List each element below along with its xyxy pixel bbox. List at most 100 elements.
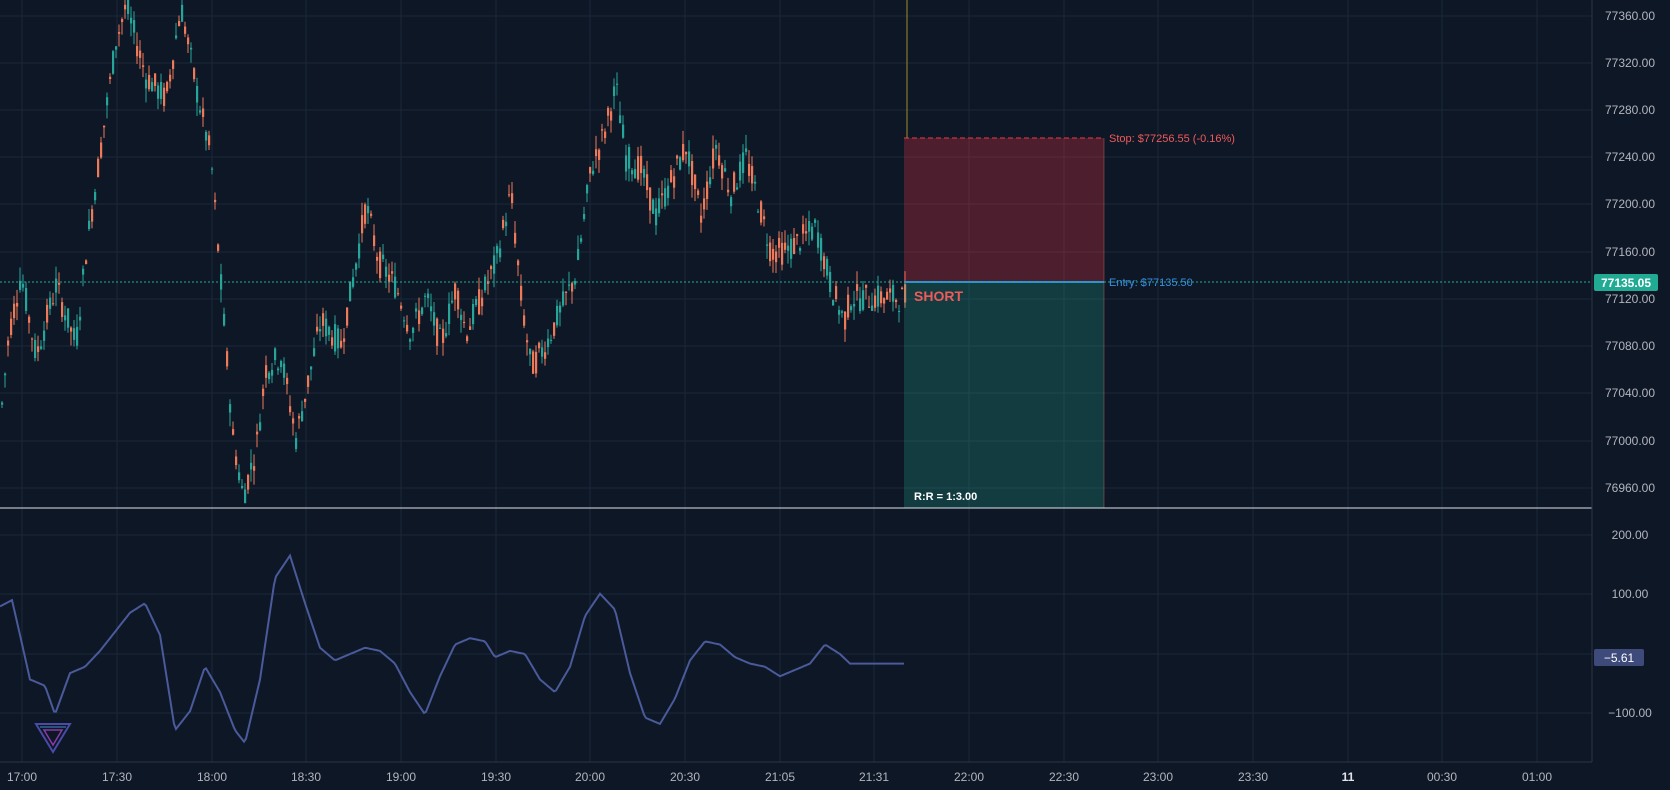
candle-body: [439, 327, 442, 329]
short-position-tool[interactable]: Stop: $77256.55 (-0.16%) Entry: $77135.5…: [904, 133, 1235, 508]
candle-body: [604, 131, 607, 138]
candle-body: [592, 170, 595, 175]
candle-body: [349, 281, 352, 302]
candle-body: [589, 167, 592, 174]
candle-body: [691, 161, 694, 186]
candle-body: [196, 85, 199, 103]
candle-body: [145, 79, 148, 89]
candle-body: [40, 346, 43, 349]
candle-body: [520, 285, 523, 301]
candle-body: [550, 339, 553, 341]
candle-body: [400, 305, 403, 309]
candle-body: [751, 166, 754, 184]
candle-body: [52, 303, 55, 305]
candle-body: [253, 466, 256, 471]
candle-body: [100, 142, 103, 158]
candle-body: [610, 111, 613, 121]
candle-body: [178, 20, 181, 27]
candle-body: [835, 286, 838, 300]
candle-body: [319, 329, 322, 332]
candle-body: [124, 4, 127, 10]
candle-body: [508, 194, 511, 196]
candle-body: [370, 213, 373, 216]
candle-body: [442, 328, 445, 343]
candle-body: [793, 238, 796, 255]
candle-body: [448, 303, 451, 325]
candle-body: [46, 304, 49, 323]
candle-body: [535, 351, 538, 374]
candle-body: [274, 348, 277, 361]
candle-body: [112, 51, 115, 74]
candle-body: [886, 291, 889, 300]
candle-body: [736, 187, 739, 190]
candle-body: [649, 187, 652, 211]
price-tick-label: 77320.00: [1605, 56, 1655, 70]
candle-body: [1, 402, 4, 405]
candle-body: [811, 226, 814, 240]
candle-body: [247, 475, 250, 490]
time-tick-label: 19:00: [386, 770, 416, 784]
candle-body: [889, 288, 892, 293]
candle-body: [97, 158, 100, 178]
price-axis[interactable]: 77360.00 77320.00 77280.00 77240.00 77200.00…: [1605, 9, 1655, 495]
indicator-line: [0, 553, 904, 744]
candle-body: [778, 237, 781, 248]
stop-zone[interactable]: [904, 138, 1104, 282]
candle-body: [394, 276, 397, 298]
candle-body: [43, 330, 46, 341]
candle-body: [421, 307, 424, 315]
price-candles[interactable]: [1, 0, 907, 504]
candle-body: [37, 346, 40, 352]
candle-body: [298, 416, 301, 419]
candle-body: [856, 284, 859, 291]
target-zone[interactable]: [904, 282, 1104, 508]
candle-body: [343, 338, 346, 342]
candle-body: [334, 324, 337, 352]
candle-body: [841, 311, 844, 313]
candle-body: [148, 74, 151, 90]
candle-body: [301, 411, 304, 422]
candle-body: [808, 221, 811, 232]
candle-body: [229, 404, 232, 413]
candle-body: [292, 418, 295, 424]
candle-body: [310, 366, 313, 370]
candle-body: [661, 193, 664, 196]
candle-body: [88, 220, 91, 230]
candle-body: [181, 4, 184, 22]
indicator-axis[interactable]: 200.00 100.00 −100.00: [1608, 528, 1652, 720]
time-tick-label: 22:00: [954, 770, 984, 784]
candle-body: [325, 318, 328, 337]
candle-body: [874, 295, 877, 308]
current-price-tag-label: 77135.05: [1601, 276, 1651, 290]
candle-body: [526, 340, 529, 343]
candle-body: [763, 216, 766, 220]
time-tick-label: 01:00: [1522, 770, 1552, 784]
candle-body: [568, 284, 571, 286]
candle-body: [223, 313, 226, 326]
candle-body: [118, 32, 121, 34]
price-tick-label: 77120.00: [1605, 292, 1655, 306]
candle-body: [163, 87, 166, 106]
candle-body: [553, 322, 556, 336]
candle-body: [727, 189, 730, 193]
candle-body: [694, 174, 697, 190]
candle-body: [799, 248, 802, 251]
candle-body: [640, 155, 643, 174]
candle-body: [697, 190, 700, 195]
candle-body: [733, 172, 736, 192]
candle-body: [73, 328, 76, 340]
candle-body: [346, 307, 349, 326]
candle-body: [859, 298, 862, 312]
candle-body: [652, 199, 655, 214]
candle-body: [202, 108, 205, 117]
time-axis[interactable]: 17:00 17:30 18:00 18:30 19:00 19:30 20:00 20:30…: [7, 770, 1552, 784]
candle-body: [34, 339, 37, 359]
candle-body: [433, 312, 436, 326]
candle-body: [790, 238, 793, 259]
candle-body: [760, 201, 763, 223]
candle-body: [880, 291, 883, 304]
candle-body: [355, 263, 358, 270]
candle-body: [532, 351, 535, 374]
candle-body: [646, 174, 649, 191]
